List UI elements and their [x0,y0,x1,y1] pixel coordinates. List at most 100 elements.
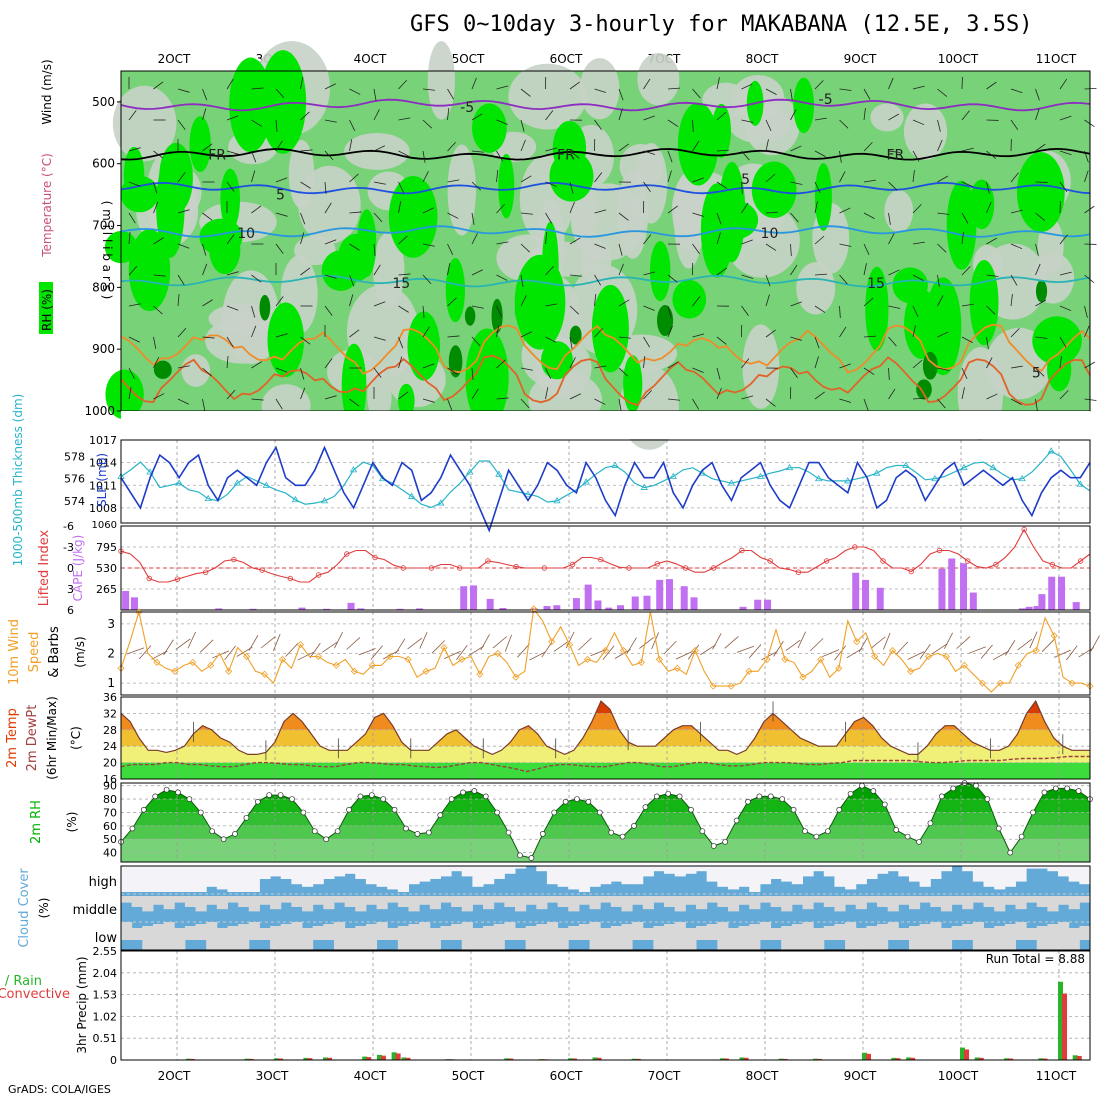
precip-total-bar [862,1052,868,1060]
rh-point [916,839,922,845]
low-cloud-gap [238,924,250,950]
wind-barb [912,274,924,281]
wind-barb [667,305,672,318]
wind-barb [447,212,459,219]
middle-cloud-gap [1015,896,1027,910]
rh-moist-area [924,277,962,376]
wind-barb [937,274,940,287]
wind-barb [863,243,870,256]
rh-point [425,829,432,836]
surface-wind-barb [529,651,546,661]
wind-barb [863,263,867,276]
surface-wind-barb [773,641,784,657]
precip-convective-bar [1062,993,1068,1060]
wind-barb [1084,274,1095,283]
wind-barb [790,301,802,307]
wind-barb [912,325,916,338]
middle-cloud-gap [578,896,591,905]
rh-point [984,796,991,802]
wind-barb [275,140,283,152]
wind-barb [398,201,402,214]
wind-barb [888,336,897,347]
wind-barb [373,336,386,341]
surface-wind-barb [1078,647,1095,658]
rh-point [175,789,181,796]
wind-speed-point [278,655,287,663]
wind-barb [447,243,454,255]
thickness-point [349,466,358,473]
wind-barb [1010,119,1019,131]
wind-barb [447,263,451,276]
surface-wind-barb [993,650,1010,661]
low-cloud-gap [184,926,197,940]
surface-wind-barb [809,638,824,652]
isotherm-contour [120,274,1091,288]
surface-wind-barb [395,638,406,655]
wind-barb [937,331,949,338]
wind-barb [300,212,306,225]
low-cloud-gap [344,928,356,950]
slp-panel-frame [120,439,1091,524]
surface-wind-barb [639,637,654,649]
middle-cloud-gap [674,896,686,912]
cloud-level-label-low: low [95,931,118,946]
precip-total-bar [362,1056,368,1060]
cape-bar [739,606,747,610]
wind-barb [1059,305,1072,312]
rh-saturated-area [922,351,938,380]
rh-tick-label: 40 [103,847,117,860]
wind-barb [594,172,603,183]
low-cloud-gap [813,928,825,950]
cape-bar [357,608,365,610]
wind-barb [741,395,754,400]
cloud-level-label-middle: middle [73,903,117,918]
wind-barb [1059,336,1067,348]
rh-band [121,812,1090,826]
wind-barb [790,212,799,223]
surface-wind-barb [346,637,361,650]
isotherm-contour [120,98,1091,112]
lifted-index-point [823,558,830,564]
wind-barb [692,119,694,132]
wind-barb [177,243,190,249]
pressure-tick-label: 500 [92,95,115,109]
precip-total-bar [1072,1055,1078,1060]
rh-moist-area [498,153,515,219]
surface-wind-barb [407,637,423,650]
wind-barb [814,181,821,194]
wind-barb [373,145,385,152]
rh-point [539,831,546,837]
slp-tick-label: 1011 [89,479,117,492]
wind-barb [520,274,524,287]
wind-barb [153,305,163,315]
wind-barb [471,269,483,276]
cape-bar [298,607,306,610]
rh-point [414,831,421,837]
low-cloud-gap [908,926,921,950]
middle-cloud-gap [525,896,537,905]
cape-bar [1048,576,1056,610]
wind-barb [447,108,450,121]
wind-barb [153,201,159,214]
middle-cloud-gap [131,896,143,907]
dewpt-axis-label: 2m DewPt [25,705,40,772]
middle-cloud-gap [451,896,463,907]
rh-moist-area [357,209,377,278]
wind-barb [814,201,818,214]
wind-speed-point [332,661,340,669]
date-label-bottom: 6OCT [550,1069,583,1083]
precip-convective-bar [635,1058,641,1060]
wind-barb [1010,172,1019,183]
temp-band [121,729,1090,747]
wind-barb [398,79,407,90]
wind-barb [1059,234,1068,245]
rh-dry-area [637,53,680,106]
low-cloud-gap [174,928,186,950]
wind-barb [667,325,673,338]
rh-point [1018,833,1025,840]
high-cloud-gap [759,866,772,885]
wind-speed-point [548,638,556,646]
middle-cloud-gap [184,896,197,907]
cape-bar [1038,594,1046,610]
lifted-index-point [146,575,152,582]
